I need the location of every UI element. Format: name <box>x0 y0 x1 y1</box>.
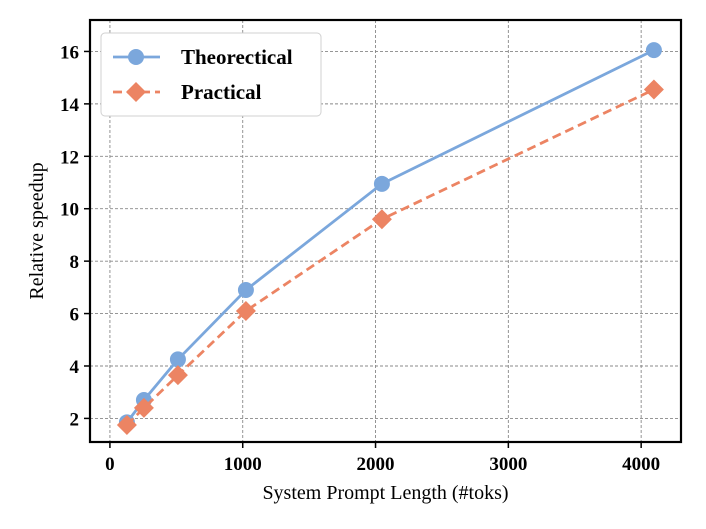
x-axis-label: System Prompt Length (#toks) <box>262 482 508 504</box>
y-tick-label: 4 <box>70 357 80 378</box>
y-tick-label: 8 <box>70 252 80 273</box>
legend-label-theorectical: Theorectical <box>181 45 293 69</box>
data-point <box>237 281 254 298</box>
data-point <box>133 397 154 418</box>
data-point <box>643 79 664 100</box>
data-point <box>116 414 137 435</box>
x-tick-label: 4000 <box>622 454 660 475</box>
series-line-practical <box>125 88 655 426</box>
y-tick-label: 12 <box>60 147 79 168</box>
y-tick-label: 6 <box>70 305 80 326</box>
data-point <box>167 365 188 386</box>
y-tick-label: 10 <box>60 200 79 221</box>
series-practical <box>116 79 664 435</box>
series-layer <box>116 42 664 435</box>
tick-marks <box>84 50 642 448</box>
data-point <box>373 175 390 192</box>
data-point <box>235 300 256 321</box>
legend-label-practical: Practical <box>181 80 262 104</box>
y-tick-label: 2 <box>70 409 80 430</box>
grid <box>90 20 681 442</box>
y-tick-label: 14 <box>60 95 80 116</box>
legend-box <box>100 32 322 117</box>
x-tick-label: 0 <box>105 454 115 475</box>
plot-frame <box>88 18 683 444</box>
x-tick-label: 2000 <box>357 454 395 475</box>
data-point <box>371 209 392 230</box>
y-tick-label: 16 <box>60 42 79 63</box>
y-tick-labels: 2 4 6 8 10 12 14 16 <box>60 42 80 430</box>
x-tick-label: 1000 <box>224 454 262 475</box>
legend-marker-practical <box>126 82 146 102</box>
data-point <box>645 42 662 59</box>
x-tick-labels: 0 1000 2000 3000 4000 <box>105 454 660 475</box>
legend-marker-theorectical <box>128 49 144 65</box>
x-tick-label: 3000 <box>489 454 527 475</box>
legend: Theorectical Practical <box>100 32 322 117</box>
data-point <box>169 351 186 368</box>
y-axis-label: Relative speedup <box>26 162 48 299</box>
